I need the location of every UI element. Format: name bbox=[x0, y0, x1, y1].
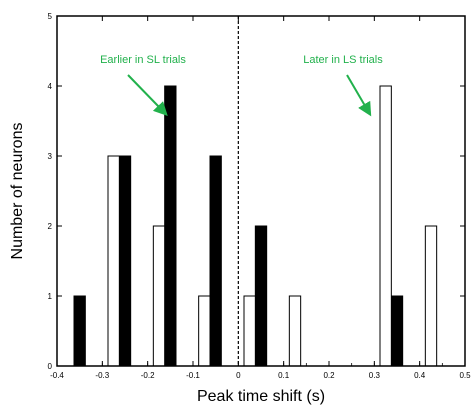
black-bar-4 bbox=[254, 225, 268, 367]
x-tick-label: -0.1 bbox=[186, 371, 200, 380]
x-tick-label: 0 bbox=[236, 371, 241, 380]
y-tick-label: 4 bbox=[48, 82, 53, 91]
white-bar-5 bbox=[379, 85, 392, 367]
white-bar-1 bbox=[152, 225, 166, 367]
white-bar-6 bbox=[424, 225, 438, 367]
white-bar-0 bbox=[107, 155, 120, 367]
bars-layer bbox=[73, 85, 438, 367]
y-tick-label: 5 bbox=[48, 12, 53, 21]
x-tick-label: 0.2 bbox=[323, 371, 335, 380]
black-bar-0 bbox=[73, 295, 86, 367]
x-axis: -0.4 -0.3 -0.2 -0.1 0 0.1 0.2 0.3 0.4 0.5 bbox=[50, 16, 471, 380]
x-axis-title: Peak time shift (s) bbox=[197, 388, 325, 405]
x-tick-label: 0.3 bbox=[369, 371, 381, 380]
annotation-arrow-1 bbox=[346, 74, 372, 117]
black-bar-1 bbox=[118, 155, 132, 367]
x-tick-label: 0.4 bbox=[414, 371, 426, 380]
black-bar-2 bbox=[164, 85, 177, 367]
white-bar-2 bbox=[198, 295, 211, 367]
y-tick-label: 0 bbox=[48, 362, 53, 371]
annotation-arrow-0 bbox=[127, 74, 168, 117]
y-tick-label: 3 bbox=[48, 152, 53, 161]
white-bar-3 bbox=[243, 295, 256, 367]
x-tick-label: -0.4 bbox=[50, 371, 64, 380]
x-tick-label: -0.3 bbox=[95, 371, 109, 380]
y-tick-label: 2 bbox=[48, 222, 53, 231]
y-axis-title: Number of neurons bbox=[9, 123, 26, 260]
x-tick-label: -0.2 bbox=[141, 371, 155, 380]
x-tick-label: 0.1 bbox=[278, 371, 290, 380]
x-tick-label: 0.5 bbox=[459, 371, 471, 380]
y-axis: 0 1 2 3 4 5 bbox=[48, 12, 465, 371]
annotations-layer: Earlier in SL trials Later in LS trials bbox=[100, 54, 383, 117]
black-bar-3 bbox=[209, 155, 222, 367]
annotation-label-0: Earlier in SL trials bbox=[100, 54, 186, 66]
white-bar-4 bbox=[288, 295, 302, 367]
black-bar-5 bbox=[390, 295, 404, 367]
annotation-label-1: Later in LS trials bbox=[303, 54, 383, 66]
y-tick-label: 1 bbox=[48, 292, 53, 301]
